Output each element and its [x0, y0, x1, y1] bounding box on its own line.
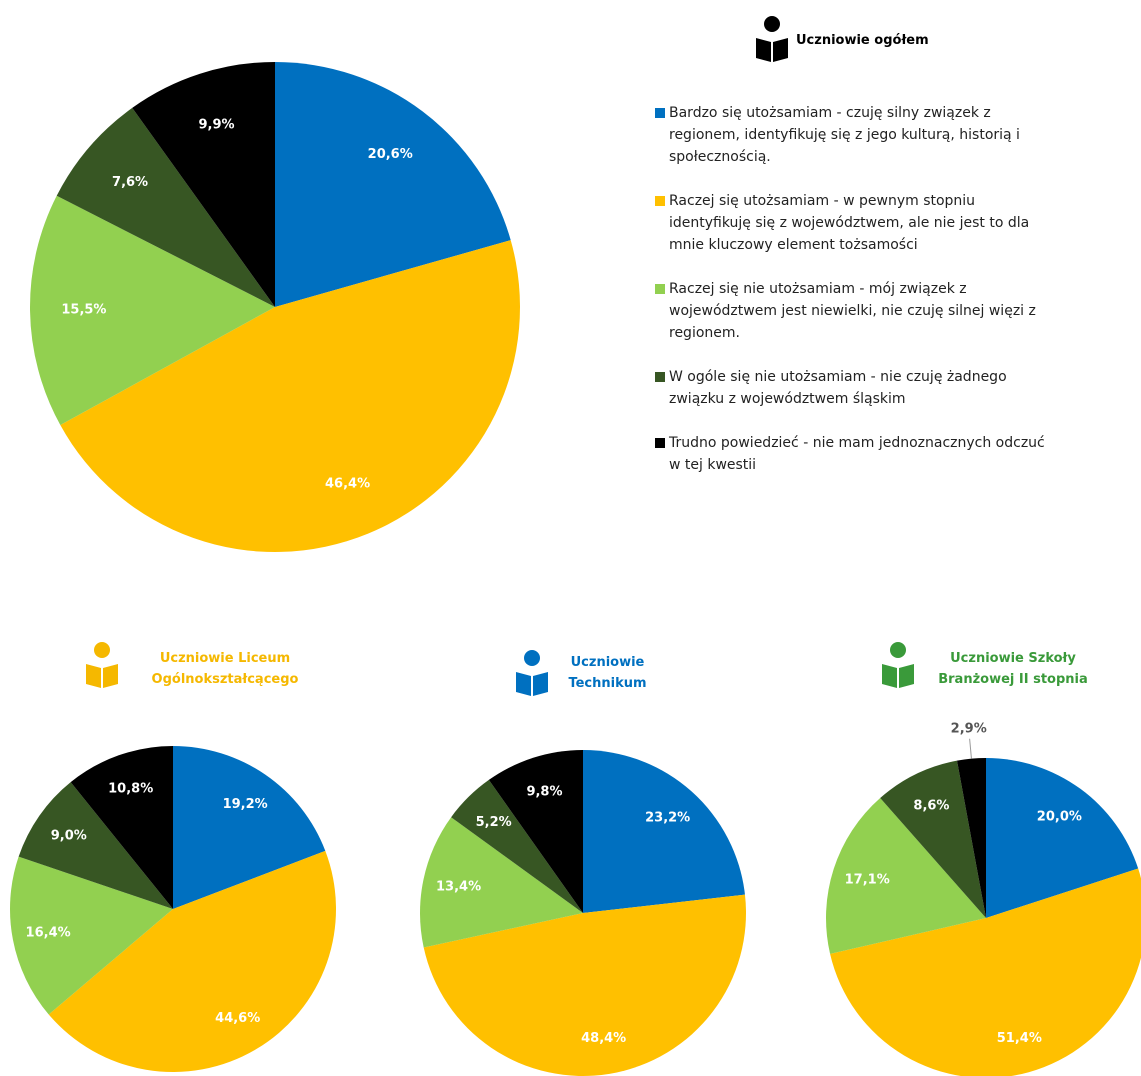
pie-slice [56, 107, 275, 308]
pie-slice [880, 760, 986, 918]
data-label: 48,4% [581, 1031, 626, 1046]
legend-label: Raczej się nie utożsamiam - mój związek … [669, 281, 1036, 341]
chart-title: Uczniowie Szkoły Branżowej II stopnia [938, 651, 1088, 687]
pie-slice [173, 746, 326, 909]
data-label: 9,9% [198, 118, 234, 133]
legend-swatch [655, 438, 665, 448]
data-label: 13,4% [436, 879, 481, 894]
icon [756, 16, 788, 62]
pie-slice [132, 62, 275, 307]
pie-slice [583, 750, 745, 913]
pie-slice [423, 894, 746, 1076]
pie-slice [29, 195, 275, 426]
data-label: 51,4% [997, 1031, 1042, 1046]
legend-swatch [655, 196, 665, 206]
legend-label: W ogóle się nie utożsamiam - nie czuję ż… [669, 369, 1007, 407]
data-label: 44,6% [215, 1011, 260, 1026]
data-label: 19,2% [223, 797, 268, 812]
pie-slice [60, 240, 520, 552]
data-label: 10,8% [108, 782, 153, 797]
leader-line [969, 738, 972, 759]
icon [516, 650, 548, 696]
icon [86, 642, 118, 688]
data-label: 16,4% [26, 925, 71, 940]
legend-item: Raczej się nie utożsamiam - mój związek … [655, 278, 1055, 344]
legend-item: Bardzo się utożsamiam - czuję silny zwią… [655, 102, 1055, 168]
pie-slice [18, 782, 174, 909]
data-label: 17,1% [845, 872, 890, 887]
data-label: 46,4% [325, 476, 370, 491]
icon [882, 642, 914, 688]
chart-title: Uczniowie Technikum [568, 655, 647, 691]
legend-swatch [655, 372, 665, 382]
data-label: 9,0% [51, 829, 87, 844]
legend-label: Bardzo się utożsamiam - czuję silny zwią… [669, 105, 1020, 165]
data-label: 20,0% [1037, 810, 1082, 825]
legend-swatch [655, 284, 665, 294]
legend-item: W ogóle się nie utożsamiam - nie czuję ż… [655, 366, 1055, 410]
pie-slice [275, 62, 511, 307]
legend-swatch [655, 108, 665, 118]
pie-slice [488, 750, 583, 913]
pie-slice [986, 758, 1139, 918]
data-label: 20,6% [368, 147, 413, 162]
data-label: 15,5% [61, 303, 106, 318]
data-label: 5,2% [476, 815, 512, 830]
data-label: 2,9% [951, 721, 987, 736]
chart-title: Uczniowie Liceum Ogólnokształcącego [151, 651, 299, 687]
legend-item: Trudno powiedzieć - nie mam jednoznaczny… [655, 432, 1055, 476]
pie-slice [451, 779, 583, 913]
data-label: 8,6% [913, 798, 949, 813]
legend-label: Raczej się utożsamiam - w pewnym stopniu… [669, 193, 1030, 253]
pie-slice [48, 850, 337, 1072]
pie-slice [830, 868, 1141, 1076]
data-label: 23,2% [645, 811, 690, 826]
chart-title: Uczniowie ogółem [796, 33, 929, 48]
legend: Bardzo się utożsamiam - czuję silny zwią… [655, 102, 1055, 498]
legend-label: Trudno powiedzieć - nie mam jednoznaczny… [669, 435, 1045, 473]
pie-slice [420, 817, 583, 948]
pie-slice [957, 758, 986, 918]
legend-item: Raczej się utożsamiam - w pewnym stopniu… [655, 190, 1055, 256]
data-label: 9,8% [526, 784, 562, 799]
data-label: 7,6% [112, 175, 148, 190]
pie-slice [9, 856, 174, 1015]
pie-slice [70, 746, 173, 909]
pie-slice [826, 797, 986, 954]
